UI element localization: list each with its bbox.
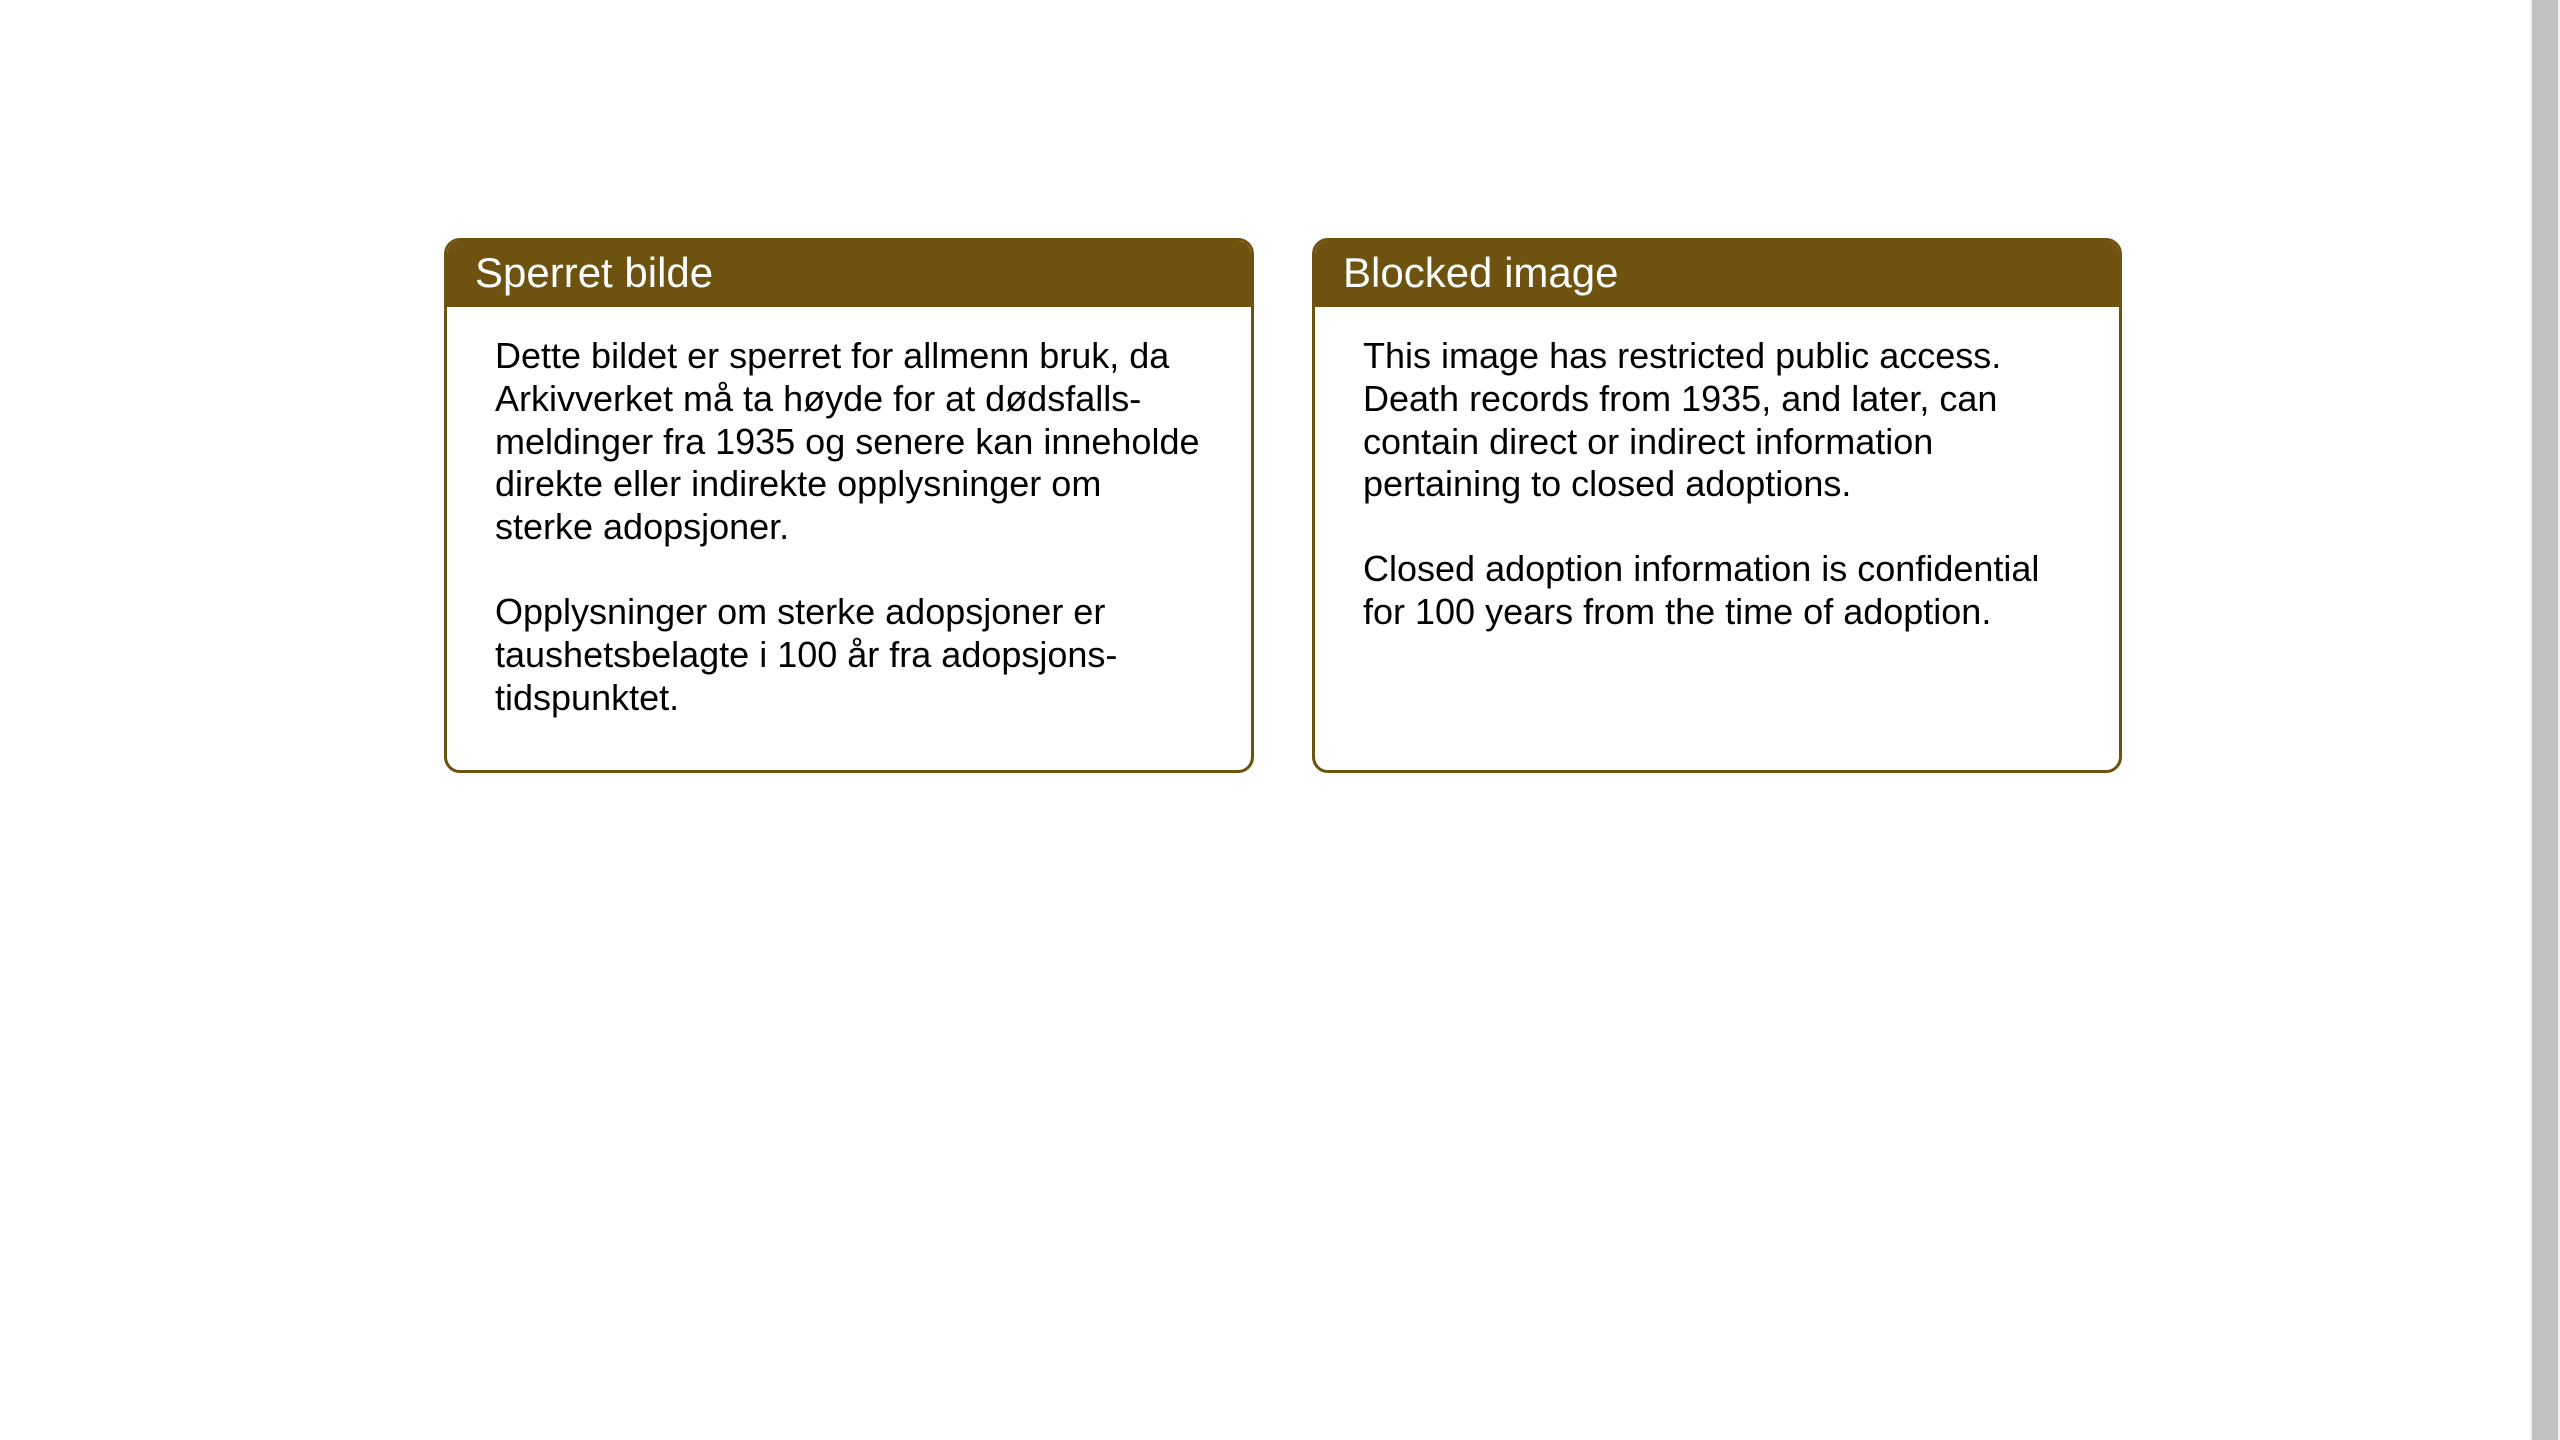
notice-paragraph: Opplysninger om sterke adopsjoner er tau…	[495, 591, 1203, 719]
notice-paragraph: This image has restricted public access.…	[1363, 335, 2071, 506]
notice-body-english: This image has restricted public access.…	[1315, 307, 2119, 684]
notice-header-english: Blocked image	[1315, 241, 2119, 307]
scrollbar-track[interactable]	[2530, 0, 2560, 1440]
notice-body-norwegian: Dette bildet er sperret for allmenn bruk…	[447, 307, 1251, 770]
notice-paragraph: Dette bildet er sperret for allmenn bruk…	[495, 335, 1203, 549]
notice-header-norwegian: Sperret bilde	[447, 241, 1251, 307]
notice-box-english: Blocked image This image has restricted …	[1312, 238, 2122, 773]
notice-box-norwegian: Sperret bilde Dette bildet er sperret fo…	[444, 238, 1254, 773]
scrollbar-thumb[interactable]	[2532, 0, 2558, 1440]
notice-paragraph: Closed adoption information is confident…	[1363, 548, 2071, 634]
notice-container: Sperret bilde Dette bildet er sperret fo…	[444, 238, 2122, 773]
